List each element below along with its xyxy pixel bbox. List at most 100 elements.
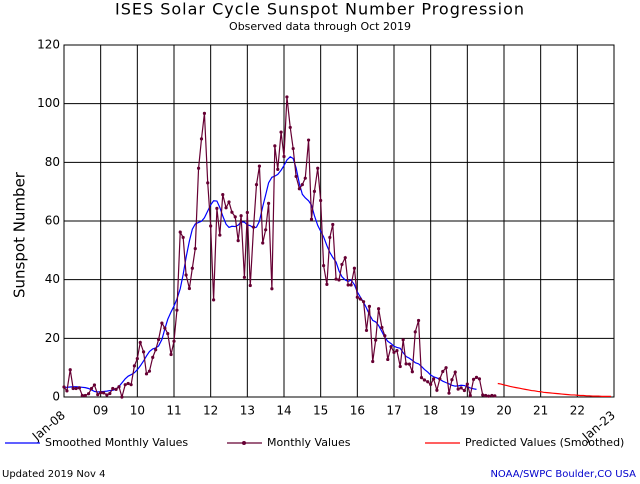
data-point: [380, 325, 384, 330]
data-point: [319, 198, 323, 203]
x-tick-label: 14: [276, 404, 291, 418]
x-tick-label: 16: [350, 404, 365, 418]
data-point: [468, 393, 472, 398]
data-point: [184, 273, 188, 277]
data-point: [401, 338, 405, 342]
data-point: [196, 166, 201, 170]
data-point: [303, 176, 307, 180]
data-point: [251, 225, 256, 229]
data-point: [245, 210, 249, 215]
data-point: [374, 338, 378, 342]
x-tick-label: 17: [386, 404, 401, 418]
data-point: [163, 326, 167, 330]
data-point: [96, 393, 100, 397]
y-tick-label: 100: [37, 96, 60, 110]
data-point: [114, 387, 118, 391]
data-point: [236, 239, 240, 243]
data-point: [144, 372, 149, 376]
data-point: [83, 393, 87, 398]
source-note: NOAA/SWPC Boulder,CO USA: [490, 469, 636, 480]
data-point: [474, 375, 479, 379]
data-point: [108, 391, 112, 396]
data-point: [487, 394, 491, 398]
data-point: [444, 366, 448, 370]
data-point: [361, 300, 366, 304]
data-point: [349, 283, 353, 287]
data-point: [355, 295, 359, 299]
data-point: [141, 350, 146, 354]
x-tick-label: 21: [533, 404, 548, 418]
data-point: [273, 144, 277, 148]
data-point: [227, 200, 231, 204]
data-point: [92, 383, 97, 387]
data-point: [328, 235, 332, 240]
updated-note: Updated 2019 Nov 4: [2, 469, 105, 480]
data-point: [392, 350, 396, 355]
data-point: [117, 385, 121, 389]
data-point: [450, 378, 454, 382]
y-tick-label: 80: [45, 155, 60, 169]
data-point: [346, 283, 350, 287]
data-point: [233, 215, 237, 219]
y-tick-label: 0: [52, 390, 60, 404]
data-point: [102, 391, 106, 395]
data-point: [429, 382, 433, 386]
data-point: [422, 378, 427, 382]
data-point: [309, 217, 314, 221]
data-point: [432, 377, 436, 381]
data-point: [221, 193, 225, 197]
data-point: [334, 277, 338, 281]
data-point: [456, 387, 460, 391]
data-point: [267, 201, 271, 205]
data-point: [462, 388, 466, 393]
data-point: [493, 394, 497, 398]
data-point: [199, 137, 204, 141]
x-tick-label: 19: [460, 404, 475, 418]
data-point: [123, 383, 127, 387]
data-point: [209, 224, 213, 228]
x-tick-label: 18: [423, 404, 438, 418]
data-point: [471, 377, 476, 381]
data-point: [386, 357, 390, 362]
data-point: [157, 337, 161, 342]
data-point: [419, 376, 424, 380]
data-point: [465, 382, 469, 386]
data-point: [151, 355, 155, 359]
data-point: [364, 328, 369, 333]
data-point: [481, 393, 485, 397]
data-point: [490, 393, 494, 398]
data-point: [230, 210, 234, 214]
data-point: [294, 174, 298, 179]
data-point: [371, 359, 375, 364]
data-point: [89, 386, 94, 391]
data-point: [331, 222, 335, 227]
data-point: [65, 389, 69, 393]
data-point: [215, 206, 219, 210]
data-point: [322, 263, 326, 268]
data-point: [193, 246, 197, 251]
data-point: [282, 154, 286, 159]
data-point: [477, 377, 482, 381]
data-point: [129, 383, 133, 387]
data-point: [105, 393, 109, 397]
legend-label: Predicted Values (Smoothed): [465, 436, 624, 449]
data-point: [453, 370, 457, 374]
data-point: [68, 368, 72, 372]
data-point: [212, 298, 216, 302]
data-point: [135, 356, 139, 361]
data-point: [166, 332, 170, 336]
y-axis-label: Sunspot Number: [11, 171, 29, 298]
data-point: [172, 339, 176, 343]
x-tick-label: 13: [240, 404, 255, 418]
data-point: [218, 233, 222, 237]
legend-marker: [242, 441, 246, 445]
y-tick-label: 60: [45, 214, 60, 228]
data-point: [441, 369, 445, 374]
data-point: [178, 230, 182, 234]
x-tick-label: 15: [313, 404, 328, 418]
data-point: [202, 111, 207, 115]
data-point: [74, 386, 78, 391]
data-point: [77, 386, 81, 390]
series-line: [63, 96, 495, 400]
